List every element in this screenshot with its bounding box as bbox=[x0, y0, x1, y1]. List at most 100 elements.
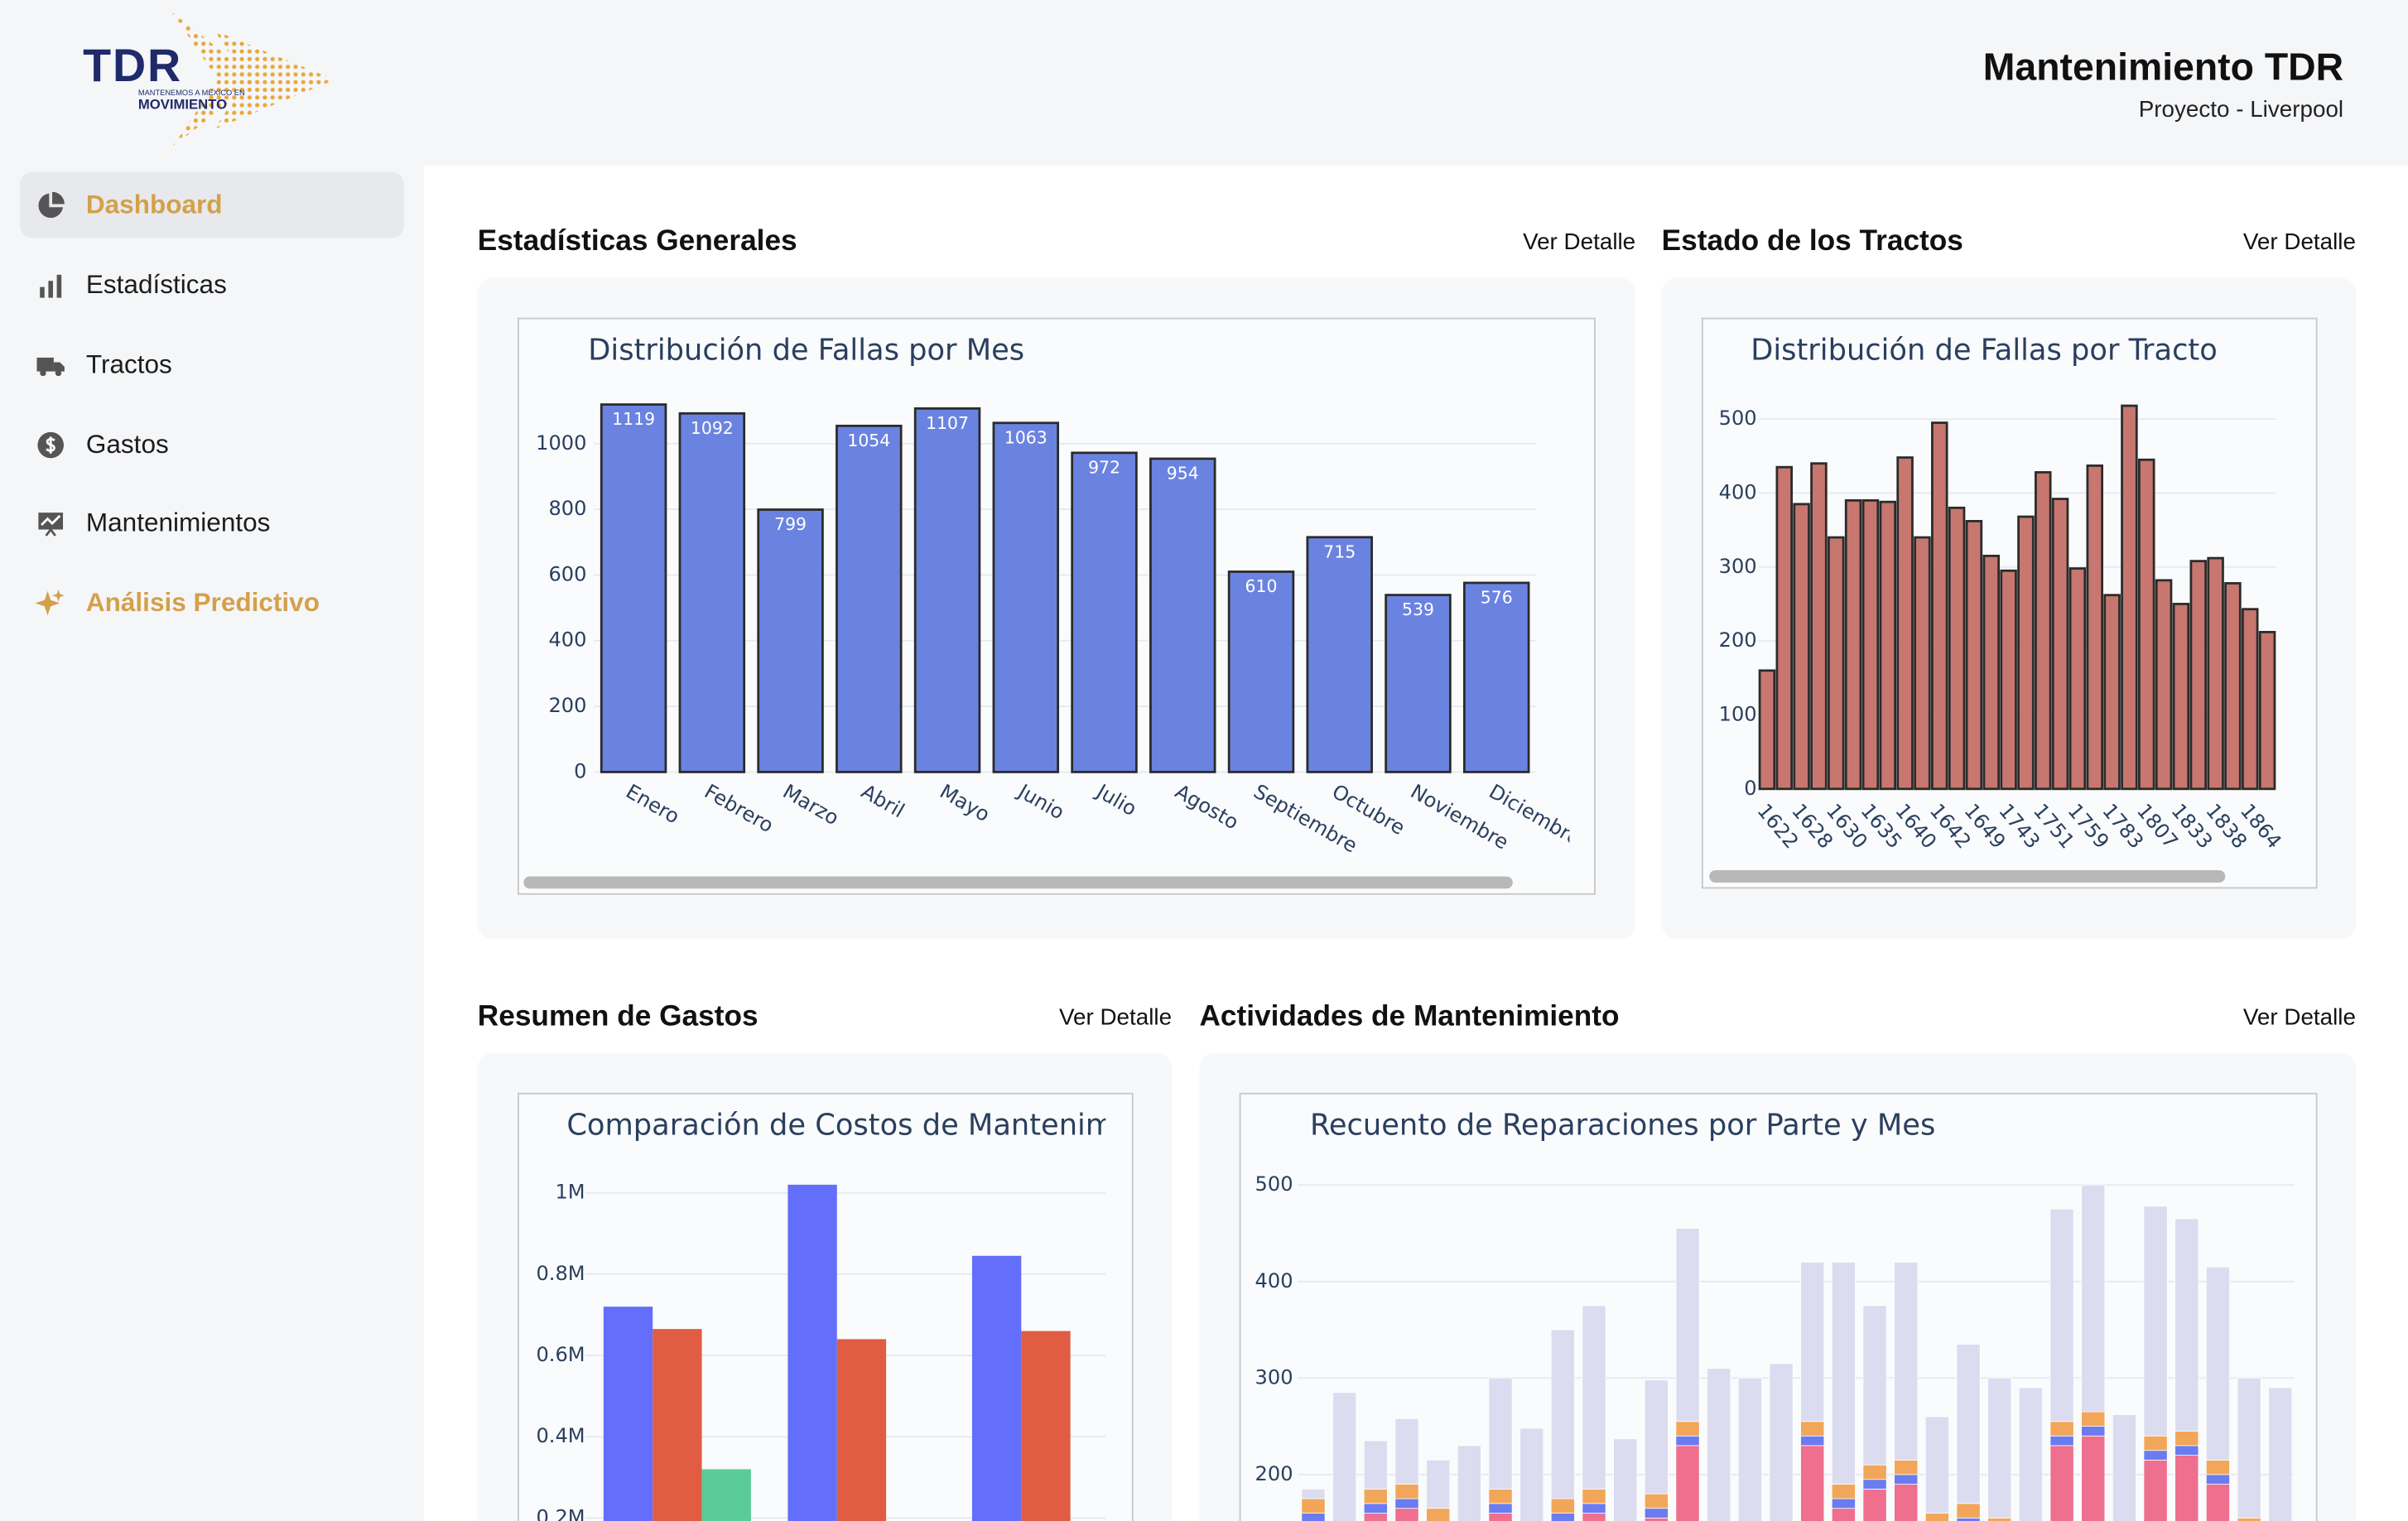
bar bbox=[1914, 536, 1931, 791]
bar-segment bbox=[1924, 1416, 1949, 1514]
chart-title: Distribución de Fallas por Tracto bbox=[1751, 334, 2218, 368]
y-tick-label: 0.4M bbox=[536, 1424, 585, 1447]
chart-title: Distribución de Fallas por Mes bbox=[588, 334, 1024, 368]
bar-segment bbox=[2205, 1266, 2230, 1461]
bar-segment bbox=[1363, 1513, 1388, 1521]
bar bbox=[1775, 465, 1794, 791]
bar bbox=[1844, 498, 1862, 791]
bar-segment bbox=[1394, 1498, 1419, 1509]
bar-segment bbox=[1488, 1513, 1513, 1521]
bar bbox=[2242, 608, 2259, 791]
y-tick-label: 300 bbox=[1719, 555, 1757, 578]
bar-segment bbox=[2205, 1484, 2230, 1521]
bar-segment bbox=[2143, 1460, 2168, 1521]
bar-segment bbox=[2081, 1426, 2106, 1437]
bar-segment bbox=[2018, 1387, 2043, 1521]
bar bbox=[1982, 554, 2001, 791]
bar bbox=[2000, 569, 2017, 791]
detail-link[interactable]: Ver Detalle bbox=[1058, 1004, 1173, 1031]
bar-segment bbox=[1924, 1513, 1949, 1521]
y-tick-label: 0.8M bbox=[536, 1262, 585, 1285]
bar-segment bbox=[2205, 1460, 2230, 1475]
scrollbar[interactable] bbox=[523, 876, 1513, 889]
bar-segment bbox=[1894, 1484, 1919, 1521]
bar-segment bbox=[1862, 1489, 1887, 1521]
bar bbox=[653, 1329, 702, 1521]
y-tick-label: 0.2M bbox=[536, 1505, 585, 1521]
bar-segment bbox=[1301, 1498, 1326, 1514]
value-label: 972 bbox=[1088, 457, 1120, 477]
nav-item[interactable]: Estadísticas bbox=[20, 252, 404, 318]
tagline: MANTENEMOS A MÉXICO EN bbox=[138, 89, 245, 97]
bar-segment bbox=[1831, 1508, 1856, 1521]
bar-segment bbox=[1675, 1435, 1700, 1446]
nav-item[interactable]: Análisis Predictivo bbox=[20, 570, 404, 636]
bar bbox=[1896, 456, 1914, 791]
value-label: 799 bbox=[774, 514, 807, 534]
bar-segment bbox=[2237, 1377, 2261, 1519]
bar bbox=[836, 424, 903, 773]
nav-icon bbox=[35, 588, 65, 615]
y-tick-label: 0 bbox=[1744, 777, 1756, 800]
bar bbox=[2035, 471, 2052, 791]
y-tick-label: 800 bbox=[548, 497, 586, 520]
panel-title: Estado de los Tractos bbox=[1661, 225, 1963, 258]
bar-segment bbox=[1582, 1489, 1606, 1504]
value-label: 610 bbox=[1245, 576, 1278, 596]
bar bbox=[1948, 506, 1966, 791]
nav-item[interactable]: Gastos bbox=[20, 412, 404, 478]
bar bbox=[678, 412, 746, 773]
logo: TDR MANTENEMOS A MÉXICO EN MOVIMIENTO bbox=[83, 12, 335, 147]
bar bbox=[2017, 515, 2035, 791]
bar bbox=[2172, 603, 2190, 791]
bar-segment bbox=[1862, 1479, 1887, 1490]
bar-segment bbox=[1987, 1517, 2012, 1521]
bar-segment bbox=[2205, 1474, 2230, 1485]
bar-segment bbox=[1707, 1368, 1731, 1521]
value-label: 1063 bbox=[1004, 427, 1047, 447]
detail-link[interactable]: Ver Detalle bbox=[2242, 1004, 2356, 1031]
nav-item[interactable]: Mantenimientos bbox=[20, 489, 404, 556]
bar-segment bbox=[2143, 1206, 2168, 1437]
bar bbox=[1810, 462, 1828, 791]
bar-segment bbox=[1831, 1484, 1856, 1499]
bar bbox=[757, 508, 824, 773]
nav-item[interactable]: Tractos bbox=[20, 331, 404, 397]
bar-segment bbox=[1644, 1493, 1669, 1509]
nav-item[interactable]: Dashboard bbox=[20, 171, 404, 238]
bar bbox=[603, 1307, 653, 1521]
scrollbar[interactable] bbox=[1709, 870, 2226, 883]
bar-segment bbox=[1862, 1464, 1887, 1480]
bar-segment bbox=[1613, 1438, 1638, 1521]
bar-segment bbox=[1769, 1363, 1794, 1521]
bar bbox=[2224, 582, 2242, 791]
bar-segment bbox=[1582, 1503, 1606, 1514]
y-tick-label: 200 bbox=[548, 694, 586, 717]
bar bbox=[1149, 457, 1216, 773]
nav-label: Análisis Predictivo bbox=[85, 587, 320, 617]
bar-segment bbox=[1862, 1305, 1887, 1466]
nav-icon bbox=[38, 190, 65, 218]
bar bbox=[701, 1469, 751, 1521]
bar bbox=[2051, 498, 2069, 791]
bar-segment bbox=[2049, 1421, 2074, 1437]
y-tick-label: 200 bbox=[1719, 628, 1757, 652]
bar-segment bbox=[1800, 1445, 1825, 1521]
nav-icon bbox=[36, 356, 65, 376]
bar-segment bbox=[1675, 1228, 1700, 1422]
brand: TDR bbox=[83, 40, 182, 91]
detail-link[interactable]: Ver Detalle bbox=[2242, 229, 2356, 256]
chart-title: Comparación de Costos de Mantenimient bbox=[566, 1109, 1169, 1143]
bar-segment bbox=[1426, 1460, 1451, 1509]
panel-title: Actividades de Mantenimiento bbox=[1199, 1000, 1620, 1033]
value-label: 954 bbox=[1167, 464, 1199, 484]
nav-label: Mantenimientos bbox=[85, 507, 271, 537]
y-tick-label: 0 bbox=[574, 759, 586, 782]
y-tick-label: 200 bbox=[1255, 1462, 1293, 1485]
y-tick-label: 300 bbox=[1255, 1365, 1293, 1389]
detail-link[interactable]: Ver Detalle bbox=[1523, 229, 1636, 256]
bar bbox=[2068, 567, 2087, 791]
